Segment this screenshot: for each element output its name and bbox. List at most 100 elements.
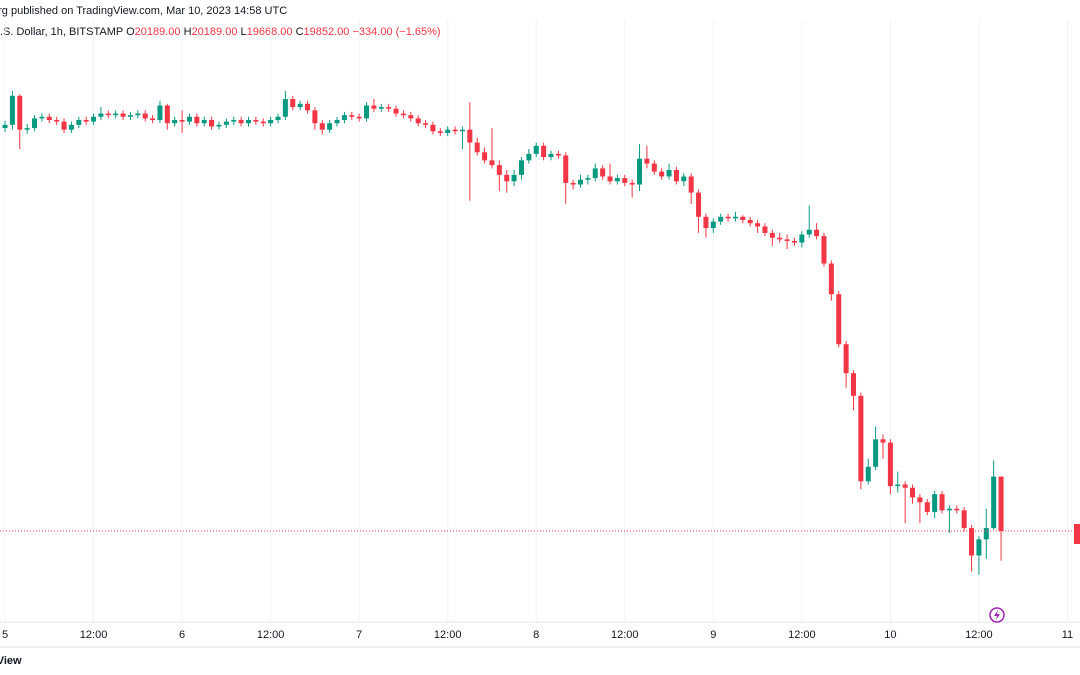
candle-body [533,145,539,154]
candle-body [784,239,790,241]
candle-body [253,120,259,122]
candle-body [924,502,930,512]
candle-body [76,120,82,125]
candle-body [585,178,591,180]
candle-body [113,113,119,116]
candle-body [378,107,384,109]
candle-body [364,105,370,119]
candle-body [408,115,414,119]
candles [2,90,1004,575]
candle-body [172,120,178,124]
candle-body [201,120,207,124]
candle-body [61,121,67,130]
candle-body [703,216,709,229]
quote-value: 19852.00 [304,26,350,38]
candle-body [614,178,620,182]
symbol: U.S. Dollar, 1h, BITSTAMP [0,26,123,38]
candle-body [341,115,347,120]
symbol-line: U.S. Dollar, 1h, BITSTAMP O20189.00 H201… [0,26,441,38]
candle-body [445,129,451,133]
candle-body [179,120,185,122]
candle-body [238,120,244,124]
candle-body [814,229,820,237]
candle-body [983,528,989,540]
candle-body [850,373,857,396]
candle-body [821,236,827,264]
candle-body [423,123,429,125]
candle-body [68,124,74,130]
candle-body [718,216,724,222]
candle-body [644,158,650,164]
candle-body [91,116,97,122]
quote-change: −334.00 (−1.65%) [353,26,441,38]
candle-body [260,121,266,124]
candle-body [120,113,126,117]
candle-body [105,113,111,116]
candle-body [46,116,52,120]
candle-body [932,494,938,512]
candle-body [607,176,613,182]
candle-body [629,182,635,185]
candle-body [415,118,421,124]
candle-body [467,129,473,143]
candle-body [828,263,834,295]
candle-body [496,165,502,175]
quote-label: H [184,26,192,38]
candle-body [887,442,893,487]
candle-body [209,120,215,127]
candle-body [710,221,716,229]
quote-value: 20189.00 [135,26,181,38]
candle-body [327,123,333,130]
candle-body [474,142,480,153]
candle-body [991,476,997,529]
quote-value: 19668.00 [247,26,293,38]
candle-body [998,476,1004,531]
candle-body [696,192,702,217]
quote-label: L [241,26,247,38]
candle-body [873,439,879,467]
candle-body [245,120,252,124]
candle-body [570,182,576,185]
x-tick-label: 12:00 [434,629,462,641]
x-tick-label: 12:00 [257,629,285,641]
x-tick-label: 5 [2,629,8,641]
candle-body [806,229,812,235]
candle-body [961,510,967,529]
candle-body [32,118,38,129]
candle-body [489,160,495,166]
candle-body [732,216,738,219]
replay-icon [989,607,1005,623]
candle-body [895,484,901,487]
candle-body [651,163,657,172]
candle-body [430,124,436,132]
candle-body [917,497,923,503]
x-tick-label: 8 [533,629,539,641]
quote-label: O [126,26,135,38]
candle-body [688,176,694,193]
candle-body [334,120,340,124]
candle-body [740,216,746,220]
candle-body [142,113,148,119]
candle-body [755,223,761,227]
candle-body [769,232,775,238]
candle-body [290,99,296,108]
candle-body [282,99,288,117]
quote-label: C [296,26,304,38]
candle-body [393,108,399,114]
candle-body [526,153,532,161]
candle-body [622,178,628,183]
candle-body [24,128,30,130]
candle-body [777,237,783,240]
x-tick-label: 9 [710,629,716,641]
candle-body [976,539,982,556]
candle-body [910,487,916,498]
candle-body [666,170,672,177]
candle-body [312,110,318,124]
candle-body [518,160,524,175]
candle-body [452,129,458,132]
candle-body [164,105,170,124]
candle-body [349,115,355,117]
candle-body [319,123,325,130]
